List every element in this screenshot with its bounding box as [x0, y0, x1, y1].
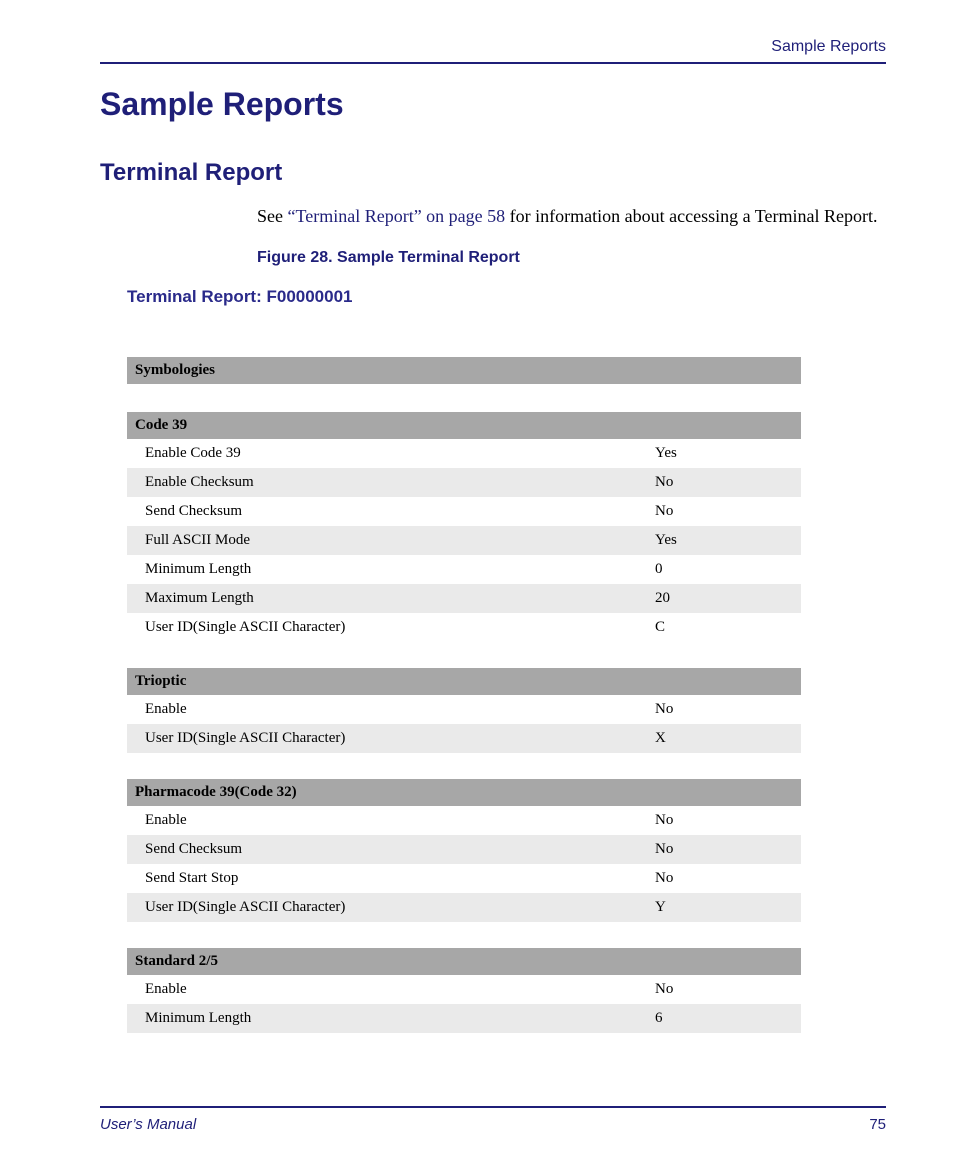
section-rows: EnableNoSend ChecksumNoSend Start StopNo…: [127, 806, 801, 922]
section-rows: EnableNoUser ID(Single ASCII Character)X: [127, 695, 801, 753]
report-body: Symbologies Code 39Enable Code 39YesEnab…: [127, 357, 801, 1033]
row-value: Y: [655, 899, 801, 916]
row-label: Full ASCII Mode: [145, 532, 655, 549]
row-label: Minimum Length: [145, 1010, 655, 1027]
row-value: C: [655, 619, 801, 636]
row-value: No: [655, 812, 801, 829]
page-footer: User’s Manual 75: [100, 1106, 886, 1133]
intro-paragraph: See “Terminal Report” on page 58 for inf…: [257, 203, 886, 229]
section-band: Trioptic: [127, 668, 801, 695]
table-row: User ID(Single ASCII Character)C: [127, 613, 801, 642]
row-label: Maximum Length: [145, 590, 655, 607]
row-label: Enable: [145, 812, 655, 829]
row-value: Yes: [655, 445, 801, 462]
figure-caption: Figure 28. Sample Terminal Report: [257, 249, 886, 267]
row-label: Enable: [145, 701, 655, 718]
table-row: User ID(Single ASCII Character)Y: [127, 893, 801, 922]
table-row: Send ChecksumNo: [127, 835, 801, 864]
table-row: User ID(Single ASCII Character)X: [127, 724, 801, 753]
intro-suffix: for information about accessing a Termin…: [505, 206, 877, 226]
section-title: Terminal Report: [100, 159, 886, 187]
table-row: EnableNo: [127, 695, 801, 724]
row-label: User ID(Single ASCII Character): [145, 619, 655, 636]
row-label: Minimum Length: [145, 561, 655, 578]
section-rows: Enable Code 39YesEnable ChecksumNoSend C…: [127, 439, 801, 642]
intro-prefix: See: [257, 206, 288, 226]
table-row: EnableNo: [127, 806, 801, 835]
row-value: 20: [655, 590, 801, 607]
row-value: No: [655, 701, 801, 718]
table-row: EnableNo: [127, 975, 801, 1004]
report-title: Terminal Report: F00000001: [127, 287, 886, 307]
row-label: Send Checksum: [145, 841, 655, 858]
terminal-report-link[interactable]: “Terminal Report” on page 58: [288, 206, 506, 226]
row-label: User ID(Single ASCII Character): [145, 730, 655, 747]
footer-rule: [100, 1106, 886, 1108]
row-value: No: [655, 841, 801, 858]
row-value: 6: [655, 1010, 801, 1027]
table-row: Enable ChecksumNo: [127, 468, 801, 497]
row-label: Enable Code 39: [145, 445, 655, 462]
section-rows: EnableNoMinimum Length6: [127, 975, 801, 1033]
section-band: Pharmacode 39(Code 32): [127, 779, 801, 806]
row-value: No: [655, 474, 801, 491]
row-label: Enable: [145, 981, 655, 998]
row-value: X: [655, 730, 801, 747]
row-value: No: [655, 503, 801, 520]
table-row: Send Start StopNo: [127, 864, 801, 893]
section-band: Code 39: [127, 412, 801, 439]
row-label: Enable Checksum: [145, 474, 655, 491]
table-row: Enable Code 39Yes: [127, 439, 801, 468]
row-label: Send Checksum: [145, 503, 655, 520]
row-value: No: [655, 981, 801, 998]
table-row: Full ASCII ModeYes: [127, 526, 801, 555]
super-band-symbologies: Symbologies: [127, 357, 801, 384]
header-rule: [100, 62, 886, 64]
table-row: Maximum Length20: [127, 584, 801, 613]
row-value: Yes: [655, 532, 801, 549]
section-band: Standard 2/5: [127, 948, 801, 975]
footer-manual-label: User’s Manual: [100, 1116, 196, 1133]
header-label: Sample Reports: [100, 38, 886, 62]
page-title: Sample Reports: [100, 86, 886, 123]
table-row: Minimum Length0: [127, 555, 801, 584]
row-label: Send Start Stop: [145, 870, 655, 887]
row-value: No: [655, 870, 801, 887]
table-row: Minimum Length6: [127, 1004, 801, 1033]
footer-page-number: 75: [869, 1116, 886, 1133]
row-label: User ID(Single ASCII Character): [145, 899, 655, 916]
table-row: Send ChecksumNo: [127, 497, 801, 526]
row-value: 0: [655, 561, 801, 578]
